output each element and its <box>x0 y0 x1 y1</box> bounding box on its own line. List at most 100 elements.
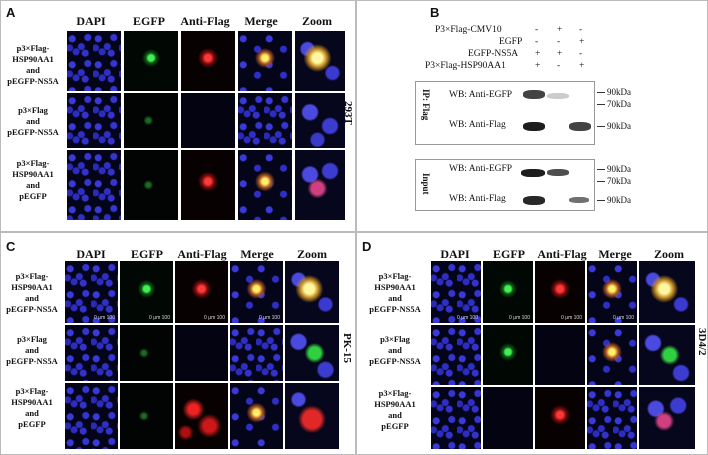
cell-line-label: PK-15 <box>341 333 353 363</box>
row-label-line: pEGFP <box>381 421 409 431</box>
scale-bar: 0 μm 100 <box>561 315 582 321</box>
row-label-1: p3×Flag- HSP90AA1 and pEGFP-NS5A <box>359 271 431 315</box>
row-label-line: HSP90AA1 <box>11 397 53 407</box>
row-label-line: p3×Flag <box>18 105 48 115</box>
micrograph-dapi: 0 μm 100 <box>431 261 481 323</box>
row-label-line: pEGFP-NS5A <box>6 356 58 366</box>
ip-label: IP: Flag <box>421 89 431 121</box>
micrograph-egfp <box>124 31 178 91</box>
row-label-line: and <box>25 408 39 418</box>
micrograph-zoom <box>639 261 695 323</box>
scale-bar: 0 μm 100 <box>259 315 280 321</box>
col-header-dapi: DAPI <box>76 14 106 28</box>
row-label-line: HSP90AA1 <box>374 282 416 292</box>
ip-section <box>415 81 595 145</box>
row-label-line: and <box>26 65 40 75</box>
row-label-3: p3×Flag- HSP90AA1 and pEGFP <box>359 388 431 432</box>
row-label-line: p3×Flag- <box>378 388 412 398</box>
micrograph-dapi <box>67 150 121 220</box>
row-label-line: pEGFP <box>19 191 47 201</box>
micrograph-dapi <box>431 387 481 449</box>
micrograph-merge <box>230 325 283 381</box>
micrograph-zoom <box>639 325 695 385</box>
row-label-1: p3×Flag- HSP90AA1 and pEGFP-NS5A <box>1 271 63 315</box>
kda-marker: 90kDa <box>607 121 631 131</box>
micrograph-egfp: 0 μm 100 <box>483 261 533 323</box>
marker-tick <box>597 200 605 201</box>
row-label-line: pEGFP <box>18 419 46 429</box>
row-label-line: and <box>388 345 402 355</box>
micrograph-merge: 0 μm 100 <box>230 261 283 323</box>
micrograph-egfp <box>483 325 533 385</box>
micrograph-zoom <box>285 325 339 381</box>
row-label-line: p3×Flag- <box>15 386 49 396</box>
condition-label: P3×Flag-CMV10 <box>435 25 502 35</box>
scale-bar: 0 μm 100 <box>613 315 634 321</box>
col-header-merge: Merge <box>240 247 274 261</box>
col-header-merge: Merge <box>598 247 632 261</box>
micrograph-merge <box>238 150 292 220</box>
row-label-line: and <box>26 180 40 190</box>
marker-tick <box>597 181 605 182</box>
sign: + <box>579 61 585 71</box>
row-label-1: p3×Flag- HSP90AA1 and pEGFP-NS5A <box>1 43 65 87</box>
micrograph-egfp <box>120 383 173 449</box>
micrograph-egfp <box>124 150 178 220</box>
row-label-line: pEGFP-NS5A <box>6 304 58 314</box>
col-header-anti-flag: Anti-Flag <box>177 247 227 261</box>
scale-bar: 0 μm 100 <box>457 315 478 321</box>
marker-tick <box>597 92 605 93</box>
blot-band <box>547 93 569 99</box>
blot-band <box>569 197 589 203</box>
sign: + <box>535 61 541 71</box>
micrograph-egfp <box>483 387 533 449</box>
micrograph-dapi <box>65 383 118 449</box>
micrograph-dapi <box>65 325 118 381</box>
wb-label: WB: Anti-Flag <box>449 194 506 204</box>
sign: + <box>535 49 541 59</box>
blot-band <box>521 169 545 177</box>
scale-bar: 0 μm 100 <box>94 315 115 321</box>
row-label-line: pEGFP-NS5A <box>7 76 59 86</box>
blot-band <box>569 122 591 131</box>
row-label-2: p3×Flag and pEGFP-NS5A <box>1 105 65 138</box>
sign: + <box>557 49 563 59</box>
micrograph-egfp <box>124 93 178 148</box>
row-label-line: and <box>25 293 39 303</box>
col-header-egfp: EGFP <box>493 247 525 261</box>
condition-label: EGFP <box>499 37 523 47</box>
panel-c: C DAPI EGFP Anti-Flag Merge Zoom p3×Flag… <box>0 232 356 455</box>
col-header-dapi: DAPI <box>440 247 470 261</box>
blot-band <box>547 169 569 176</box>
row-label-3: p3×Flag- HSP90AA1 and pEGFP <box>1 158 65 202</box>
panel-a: A DAPI EGFP Anti-Flag Merge Zoom p3×Flag… <box>0 0 356 232</box>
micrograph-merge: 0 μm 100 <box>587 261 637 323</box>
micrograph-anti-flag <box>181 93 235 148</box>
row-label-line: p3×Flag <box>17 334 47 344</box>
col-header-egfp: EGFP <box>133 14 165 28</box>
panel-d-label: D <box>362 239 372 254</box>
kda-marker: 70kDa <box>607 176 631 186</box>
micrograph-egfp: 0 μm 100 <box>120 261 173 323</box>
row-label-line: HSP90AA1 <box>374 399 416 409</box>
col-header-zoom: Zoom <box>302 14 332 28</box>
panel-b-label: B <box>430 5 440 20</box>
sign: - <box>557 61 561 71</box>
col-header-anti-flag: Anti-Flag <box>180 14 230 28</box>
micrograph-anti-flag <box>535 387 585 449</box>
kda-marker: 90kDa <box>607 87 631 97</box>
micrograph-anti-flag <box>175 383 228 449</box>
wb-label: WB: Anti-EGFP <box>449 90 513 100</box>
row-label-line: p3×Flag- <box>378 271 412 281</box>
micrograph-dapi <box>67 93 121 148</box>
scale-bar: 0 μm 100 <box>149 315 170 321</box>
wb-label: WB: Anti-EGFP <box>449 164 513 174</box>
input-section <box>415 159 595 211</box>
micrograph-merge <box>587 325 637 385</box>
marker-tick <box>597 169 605 170</box>
wb-label: WB: Anti-Flag <box>449 120 506 130</box>
row-label-line: p3×Flag- <box>16 158 50 168</box>
kda-marker: 90kDa <box>607 195 631 205</box>
panel-a-label: A <box>6 5 16 20</box>
micrograph-zoom <box>295 150 345 220</box>
